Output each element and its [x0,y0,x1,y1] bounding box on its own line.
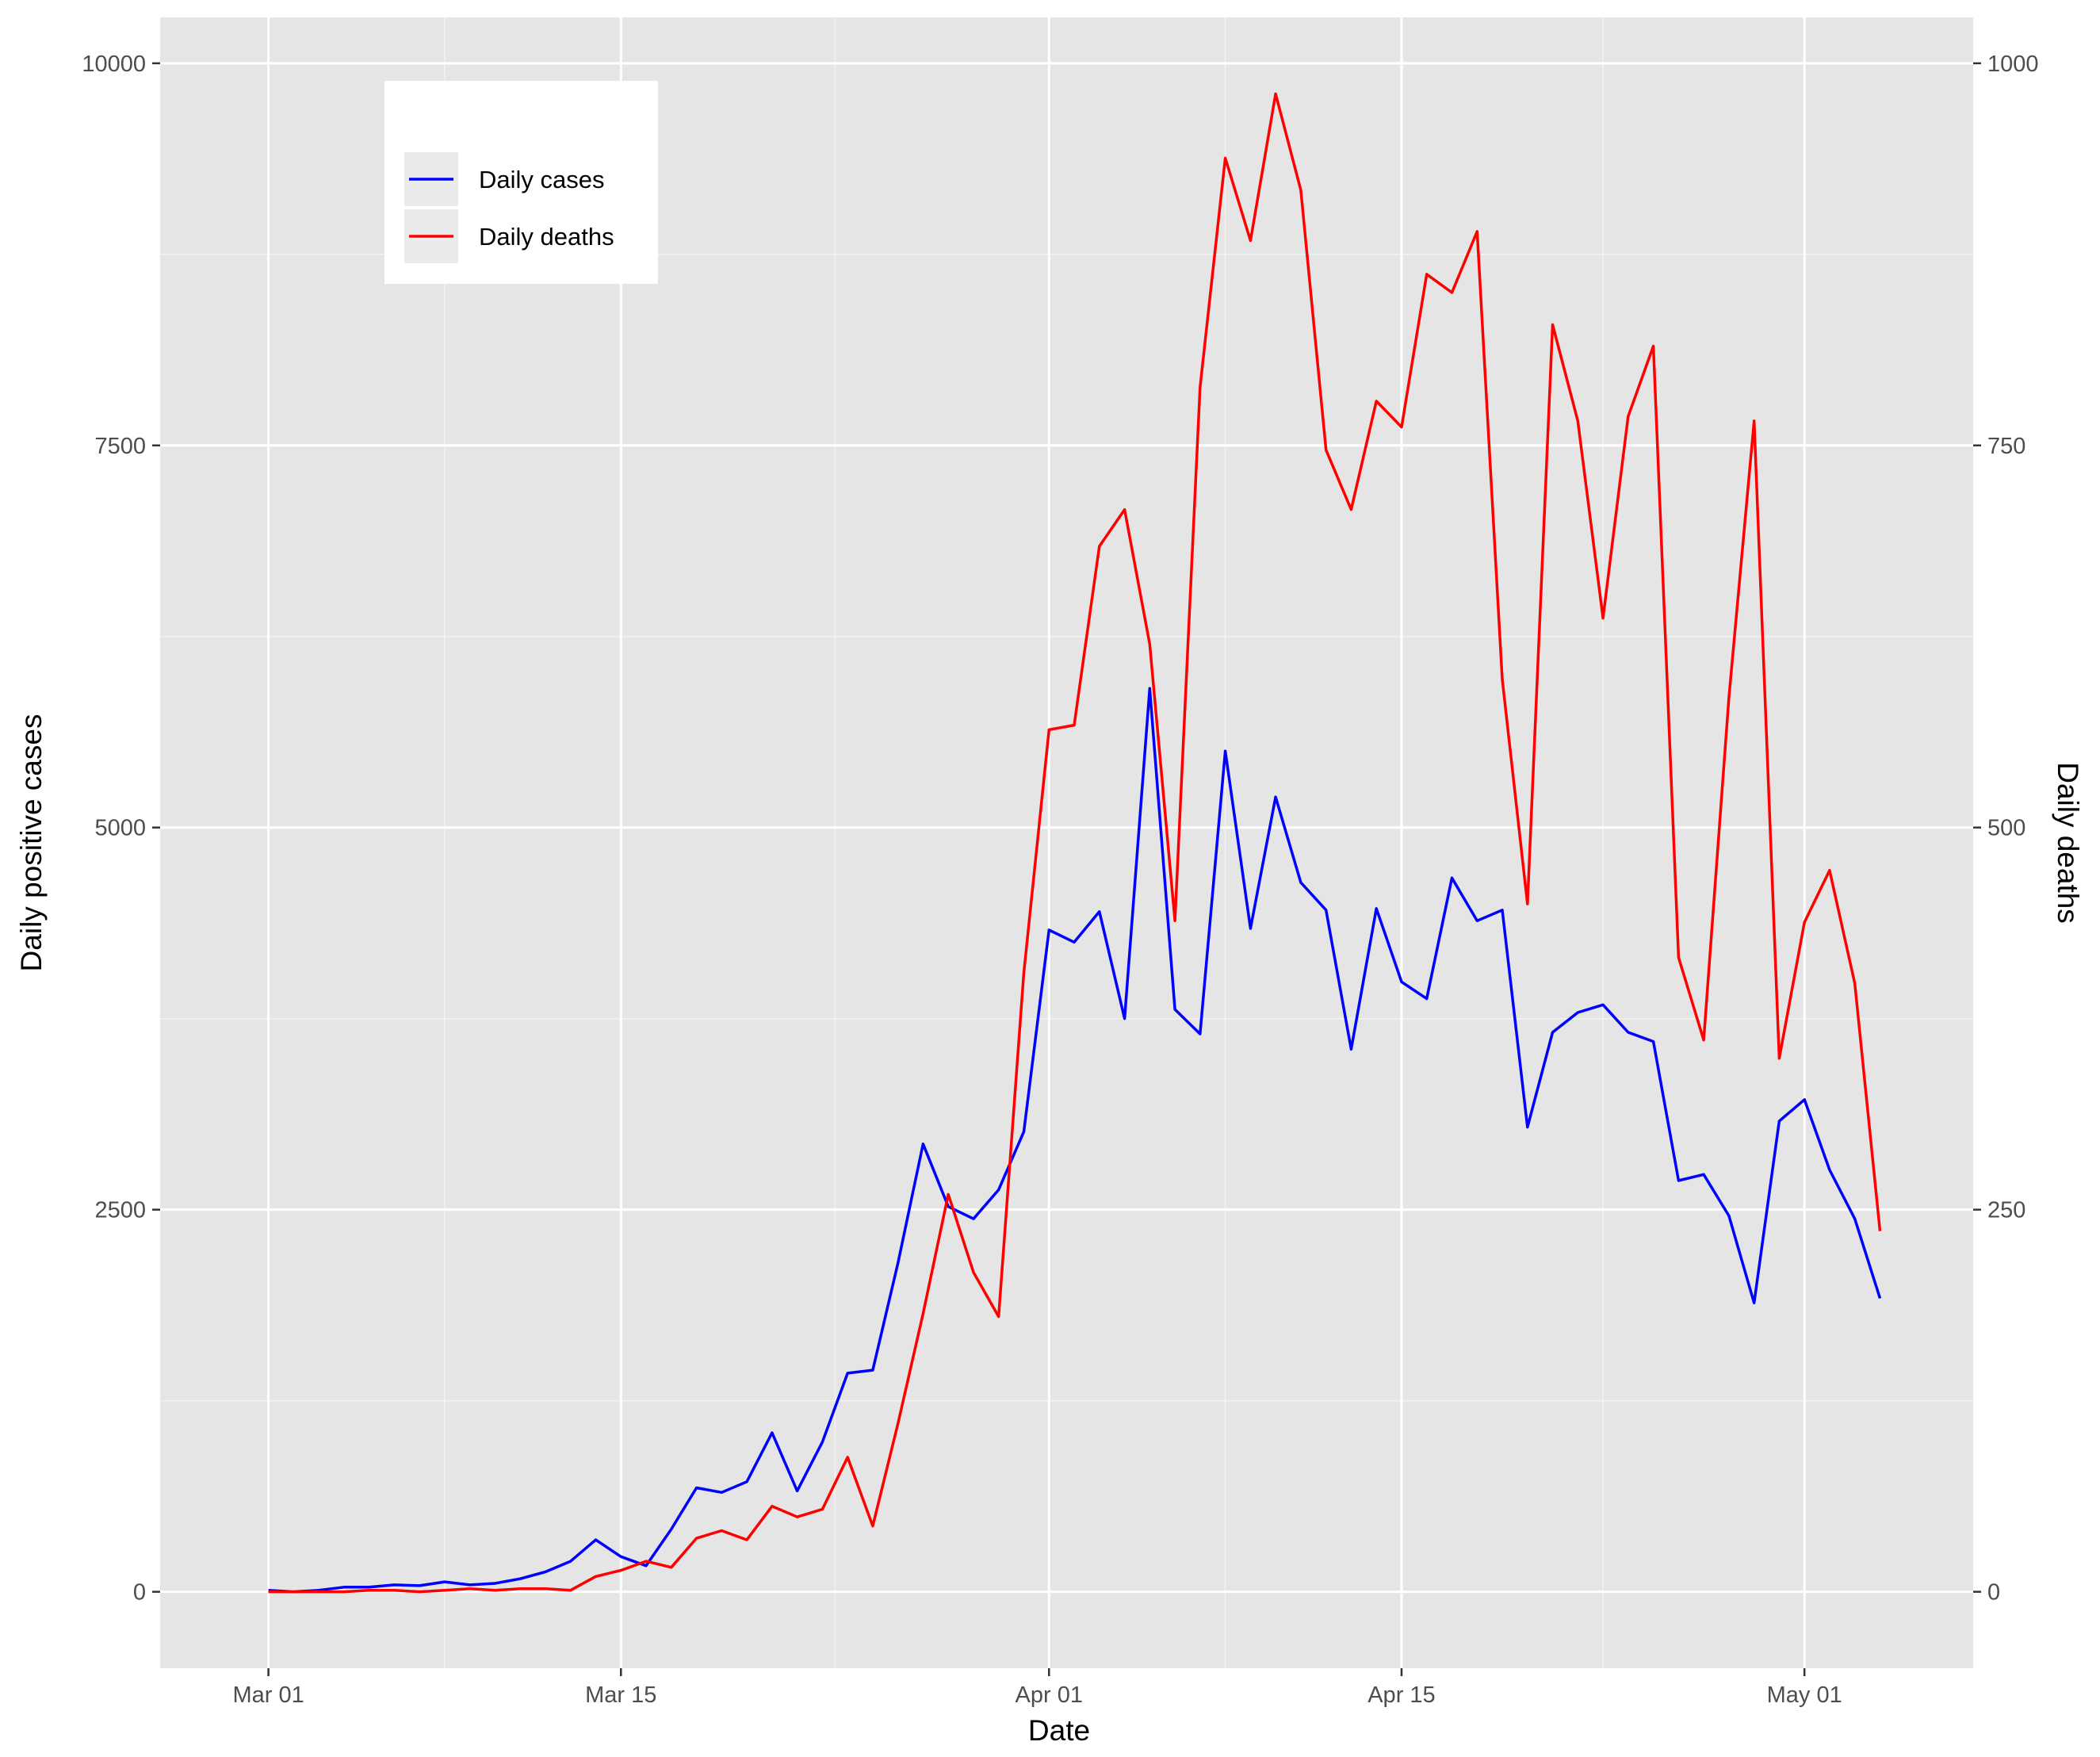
legend: Daily cases Daily deaths [384,81,658,284]
plot-panel [160,17,1973,1668]
legend-label-cases: Daily cases [479,166,605,193]
x-tick-label: May 01 [1767,1682,1842,1708]
y-axis-title: Daily positive cases [15,714,48,972]
x-tick-label: Mar 15 [585,1682,656,1708]
y-tick-label: 10000 [82,52,146,77]
y2-tick-label: 750 [1987,434,2025,459]
y2-tick-label: 0 [1987,1580,2000,1606]
series-line-0 [268,687,1882,1594]
y-tick-label: 2500 [94,1198,146,1223]
y-tick-label: 5000 [94,816,146,841]
x-tick-label: Apr 01 [1016,1682,1083,1708]
y-tick-label: 7500 [94,434,146,459]
y2-axis-title: Daily deaths [2052,762,2084,924]
major-gridlines [160,17,1973,1668]
x-tick-label: Apr 15 [1367,1682,1435,1708]
y-tick-label: 0 [133,1580,146,1606]
legend-label-deaths: Daily deaths [479,223,614,251]
series-line-1 [268,92,1882,1594]
series-lines [268,92,1882,1594]
axes: 0 2500 5000 7500 10000 0 250 500 750 1000 Mar 01 Ma… [82,52,2038,1708]
x-tick-label: Mar 01 [232,1682,304,1708]
y2-tick-label: 250 [1987,1198,2025,1223]
y2-tick-label: 500 [1987,816,2025,841]
x-axis-title: Date [1028,1714,1090,1747]
y2-tick-label: 1000 [1987,52,2039,77]
